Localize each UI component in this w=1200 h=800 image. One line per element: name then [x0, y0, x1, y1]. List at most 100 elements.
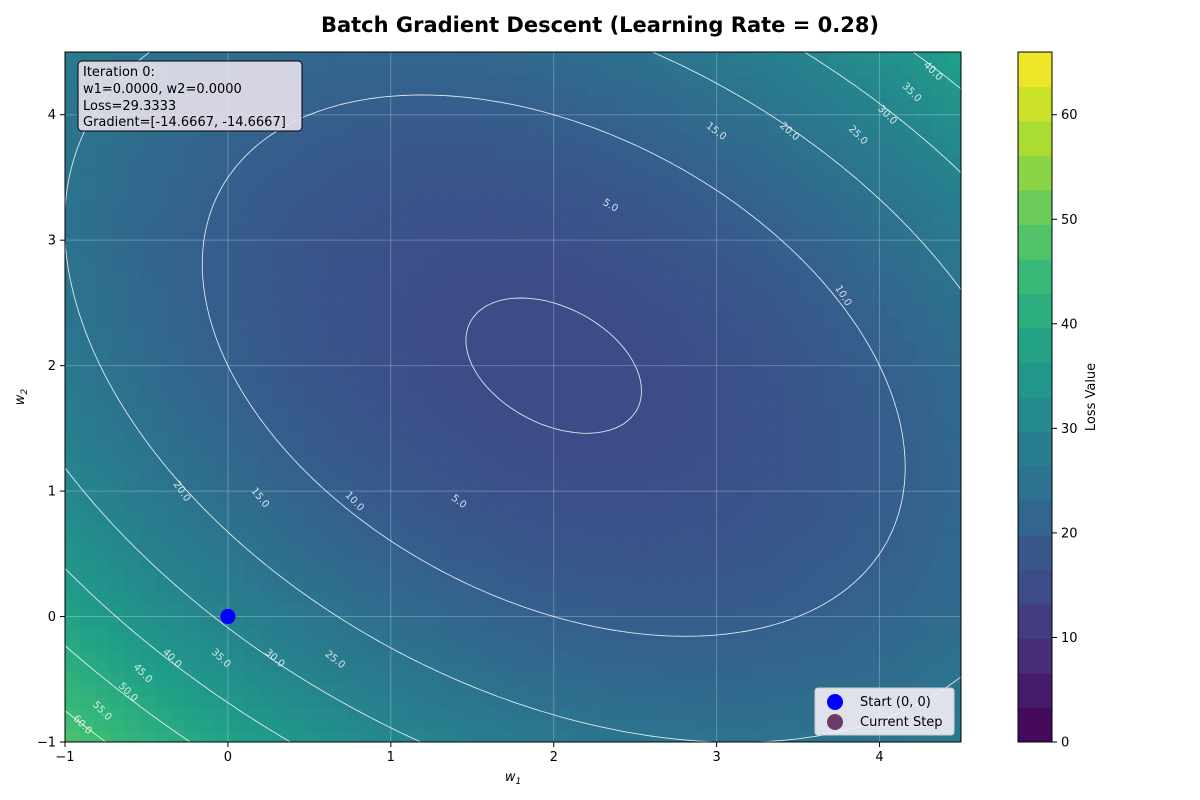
y-tick-label: 0	[48, 610, 56, 625]
heatmap-cell	[811, 224, 828, 237]
heatmap-cell	[826, 569, 843, 582]
heatmap-cell	[363, 328, 380, 341]
heatmap-cell	[557, 178, 574, 191]
heatmap-cell	[737, 178, 753, 191]
heatmap-cell	[289, 489, 305, 502]
heatmap-cell	[79, 696, 96, 709]
heatmap-cell	[498, 523, 514, 536]
heatmap-cell	[408, 63, 424, 76]
heatmap-cell	[408, 132, 424, 145]
colorbar-segment	[1018, 259, 1052, 294]
heatmap-cell	[542, 696, 559, 709]
heatmap-cell	[766, 328, 783, 341]
heatmap-cell	[886, 385, 902, 398]
heatmap-cell	[572, 661, 589, 674]
heatmap-cell	[766, 581, 783, 594]
heatmap-cell	[692, 454, 708, 467]
heatmap-cell	[796, 190, 813, 203]
heatmap-cell	[393, 627, 410, 640]
heatmap-cell	[408, 615, 424, 628]
heatmap-cell	[348, 374, 365, 387]
heatmap-cell	[318, 719, 335, 732]
heatmap-cell	[139, 443, 156, 456]
heatmap-cell	[274, 259, 290, 272]
heatmap-cell	[244, 535, 260, 548]
heatmap-cell	[856, 351, 872, 364]
heatmap-cell	[886, 98, 902, 111]
heatmap-cell	[333, 351, 350, 364]
heatmap-cell	[468, 178, 484, 191]
heatmap-cell	[124, 431, 141, 444]
heatmap-cell	[662, 75, 678, 88]
heatmap-cell	[737, 167, 753, 180]
heatmap-cell	[214, 558, 230, 571]
heatmap-cell	[916, 316, 932, 329]
heatmap-cell	[542, 431, 559, 444]
heatmap-cell	[871, 98, 887, 111]
heatmap-cell	[259, 247, 275, 260]
heatmap-cell	[542, 408, 559, 421]
heatmap-cell	[124, 719, 141, 732]
heatmap-cell	[303, 719, 320, 732]
heatmap-cell	[632, 615, 648, 628]
heatmap-cell	[498, 213, 514, 226]
heatmap-cell	[886, 167, 902, 180]
heatmap-cell	[184, 224, 200, 237]
heatmap-cell	[199, 661, 215, 674]
heatmap-cell	[393, 374, 410, 387]
heatmap-cell	[766, 86, 783, 99]
heatmap-cell	[632, 75, 648, 88]
heatmap-cell	[408, 477, 424, 490]
legend-box	[814, 687, 955, 736]
heatmap-cell	[632, 190, 648, 203]
heatmap-cell	[931, 293, 947, 306]
heatmap-cell	[94, 454, 111, 467]
heatmap-cell	[229, 523, 245, 536]
heatmap-cell	[513, 98, 529, 111]
heatmap-cell	[662, 236, 678, 249]
heatmap-cell	[483, 397, 499, 410]
heatmap-cell	[781, 523, 798, 536]
heatmap-cell	[751, 155, 768, 168]
heatmap-cell	[722, 374, 738, 387]
heatmap-cell	[303, 500, 320, 513]
heatmap-cell	[916, 569, 932, 582]
heatmap-cell	[453, 638, 469, 651]
heatmap-cell	[184, 707, 200, 720]
colorbar-segment	[1018, 190, 1052, 225]
heatmap-cell	[483, 431, 499, 444]
heatmap-cell	[109, 351, 126, 364]
heatmap-cell	[453, 247, 469, 260]
heatmap-cell	[886, 155, 902, 168]
heatmap-cell	[468, 247, 484, 260]
heatmap-cell	[289, 144, 305, 157]
heatmap-cell	[617, 466, 634, 479]
heatmap-cell	[886, 546, 902, 559]
heatmap-cell	[199, 316, 215, 329]
heatmap-cell	[662, 132, 678, 145]
heatmap-cell	[169, 213, 186, 226]
heatmap-cell	[737, 454, 753, 467]
heatmap-cell	[184, 454, 200, 467]
heatmap-cell	[423, 477, 439, 490]
heatmap-cell	[363, 351, 380, 364]
heatmap-cell	[169, 362, 186, 375]
heatmap-cell	[737, 155, 753, 168]
heatmap-cell	[333, 328, 350, 341]
heatmap-cell	[214, 270, 230, 283]
heatmap-cell	[318, 707, 335, 720]
heatmap-cell	[916, 247, 932, 260]
heatmap-cell	[647, 236, 663, 249]
heatmap-cell	[811, 190, 828, 203]
heatmap-cell	[737, 523, 753, 536]
heatmap-cell	[766, 282, 783, 295]
heatmap-cell	[751, 328, 768, 341]
heatmap-cell	[468, 109, 484, 122]
heatmap-cell	[692, 362, 708, 375]
heatmap-cell	[856, 224, 872, 237]
heatmap-cell	[139, 213, 156, 226]
heatmap-cell	[513, 132, 529, 145]
heatmap-cell	[274, 201, 290, 214]
heatmap-cell	[886, 673, 902, 686]
heatmap-cell	[498, 650, 514, 663]
